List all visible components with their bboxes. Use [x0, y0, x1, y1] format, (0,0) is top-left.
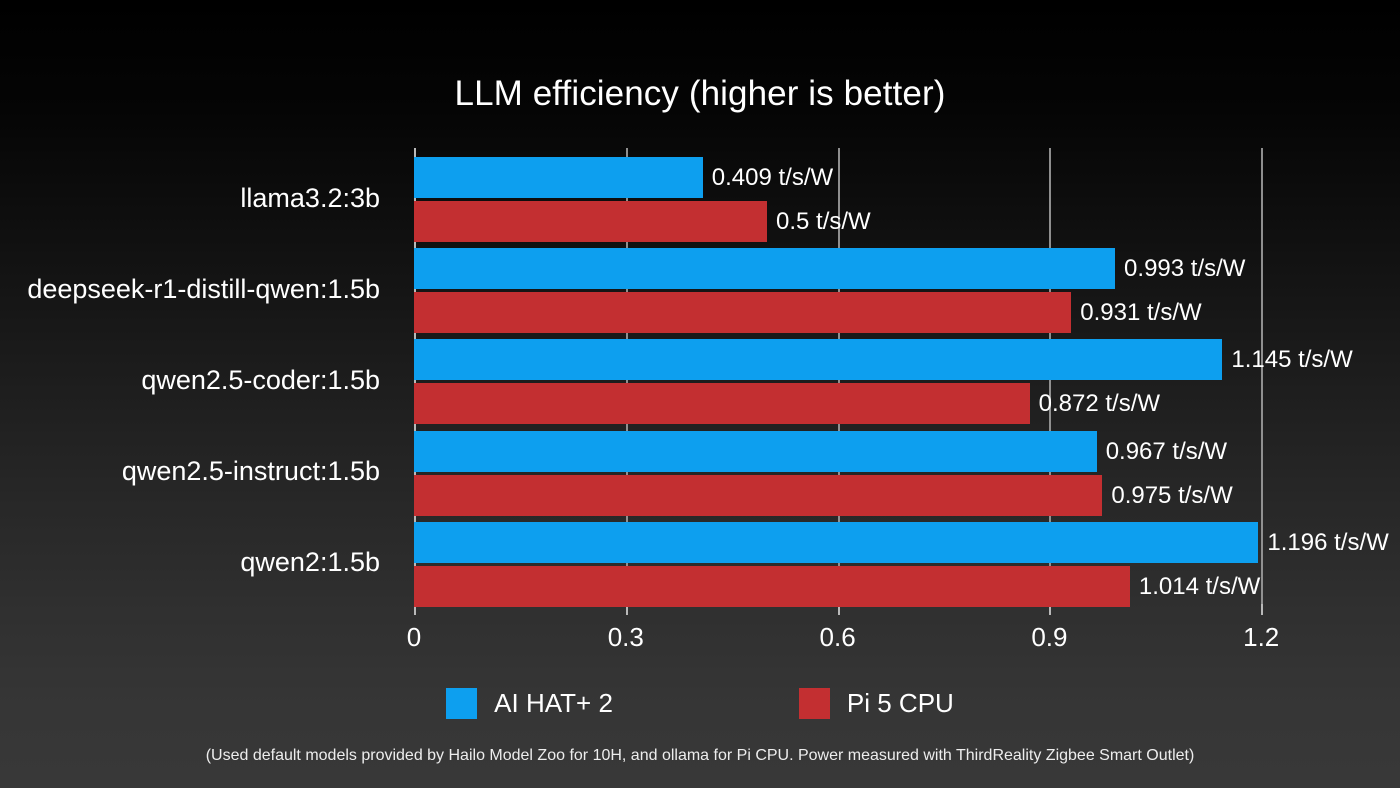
- bar[interactable]: [414, 157, 703, 198]
- bar-value-label: 0.409 t/s/W: [711, 164, 834, 191]
- gridline: [1261, 148, 1264, 604]
- legend-color-swatch: [798, 688, 830, 719]
- bar-value-label: 0.967 t/s/W: [1105, 437, 1228, 465]
- y-axis-category-labels: llama3.2:3b deepseek-r1-distill-qwen:1.5b…: [0, 148, 398, 604]
- y-axis-category-label: qwen2:1.5b: [240, 547, 380, 578]
- bar[interactable]: [414, 565, 1130, 607]
- y-axis-category-label: qwen2.5-instruct:1.5b: [121, 456, 380, 487]
- y-axis-category-label: qwen2.5-coder:1.5b: [141, 364, 380, 395]
- y-axis-category-label: llama3.2:3b: [240, 182, 380, 213]
- chart-legend: AI HAT+ 2 Pi 5 CPU: [0, 688, 1400, 719]
- y-axis-category-label: deepseek-r1-distill-qwen:1.5b: [27, 273, 380, 304]
- bar[interactable]: [414, 521, 1259, 563]
- bar-value-label: 1.145 t/s/W: [1231, 346, 1353, 374]
- x-axis-tick: [837, 604, 840, 615]
- bar-value-label: 1.014 t/s/W: [1138, 572, 1261, 600]
- bar-value-label: 0.5 t/s/W: [776, 208, 871, 235]
- bar[interactable]: [414, 201, 767, 242]
- bar[interactable]: [414, 383, 1030, 425]
- bar[interactable]: [414, 474, 1103, 516]
- legend-label: Pi 5 CPU: [846, 688, 954, 718]
- bar-value-label: 0.993 t/s/W: [1124, 255, 1246, 283]
- x-axis-tick-label: 0.6: [819, 622, 856, 652]
- x-axis-tick: [625, 604, 628, 615]
- x-axis-tick-label: 1.2: [1243, 622, 1280, 652]
- x-axis-tick: [1049, 604, 1052, 615]
- plot-area: 0 0.3 0.6 0.9 1.2 0.409 t/s/W 0.5 t/s/W 0.993 t…: [407, 148, 1389, 652]
- x-axis-tick-label: 0.3: [607, 622, 644, 652]
- legend-item[interactable]: AI HAT+ 2: [446, 688, 613, 719]
- x-axis-tick-label: 0: [406, 622, 422, 652]
- chart-title: LLM efficiency (higher is better): [454, 74, 946, 113]
- chart-footnote: (Used default models provided by Hailo M…: [205, 747, 1195, 764]
- bar[interactable]: [414, 248, 1116, 290]
- bar[interactable]: [414, 430, 1097, 472]
- x-axis-tick: [1261, 604, 1264, 615]
- x-axis-tick: [414, 604, 416, 615]
- legend-item[interactable]: Pi 5 CPU: [798, 688, 954, 719]
- legend-color-swatch: [446, 688, 478, 719]
- bar-value-label: 1.196 t/s/W: [1267, 528, 1389, 556]
- bar-value-label: 0.931 t/s/W: [1080, 299, 1202, 327]
- legend-label: AI HAT+ 2: [494, 688, 613, 718]
- x-axis-tick-label: 0.9: [1031, 622, 1068, 652]
- bar[interactable]: [414, 339, 1223, 381]
- bar[interactable]: [414, 292, 1072, 334]
- bar-value-label: 0.872 t/s/W: [1038, 390, 1161, 418]
- bar-value-label: 0.975 t/s/W: [1111, 481, 1233, 509]
